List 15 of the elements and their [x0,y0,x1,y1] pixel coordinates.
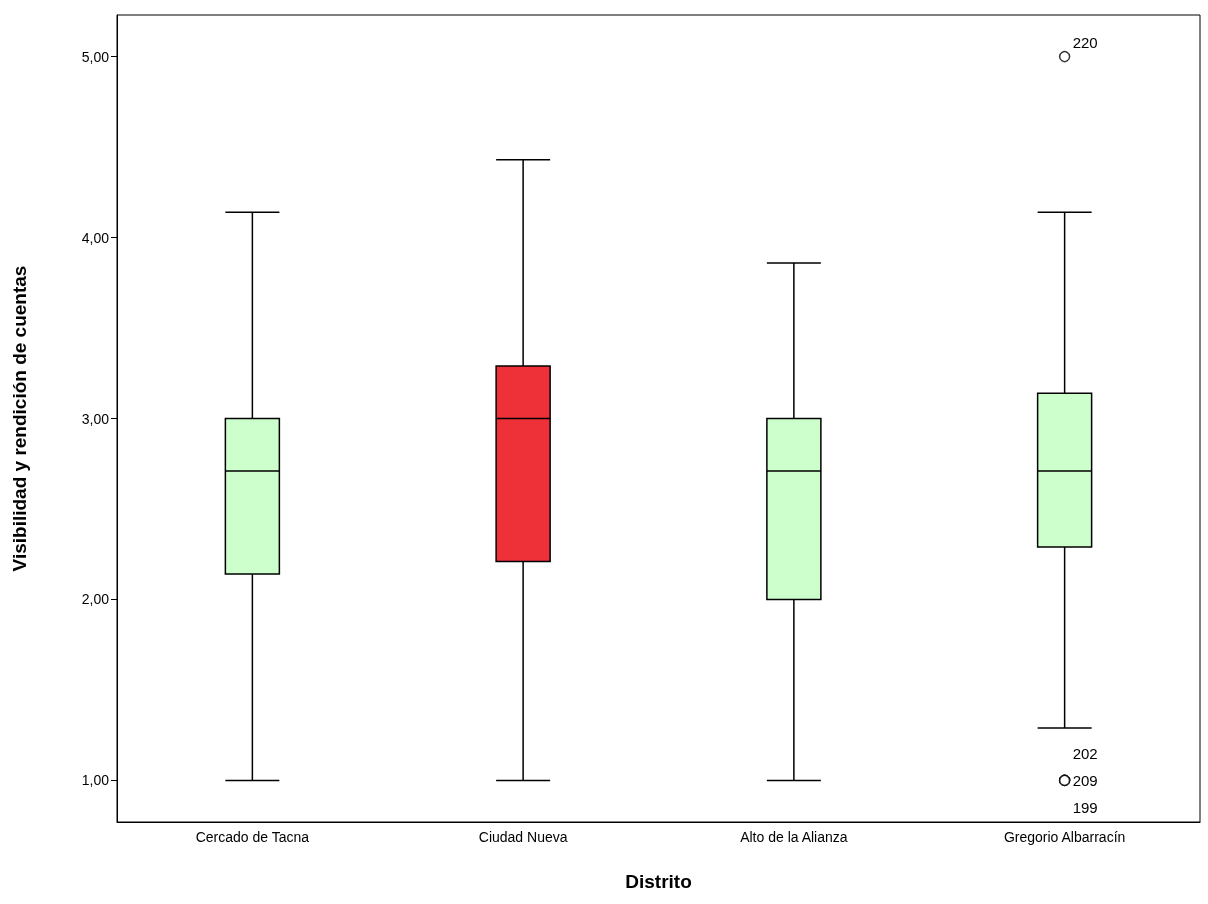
annotation: 220 [1072,33,1098,51]
x-tick-label: Cercado de Tacna [195,829,310,845]
y-tick-label: 5,00 [81,48,110,65]
x-tick-label: Ciudad Nueva [478,829,568,845]
y-axis-title: Visibilidad y rendición de cuentas [9,265,30,572]
annotation: 202 [1072,745,1098,763]
x-tick-label: Gregorio Albarracín [1003,829,1126,845]
y-tick-label: 2,00 [81,591,110,608]
y-tick-label: 4,00 [81,229,110,246]
x-axis-title: Distrito [625,871,692,892]
annotation: 199 [1072,799,1098,817]
x-tick-label: Alto de la Alianza [740,829,848,845]
y-tick-label: 3,00 [81,410,110,427]
y-tick-label: 1,00 [81,772,110,789]
annotation: 209 [1072,772,1098,790]
